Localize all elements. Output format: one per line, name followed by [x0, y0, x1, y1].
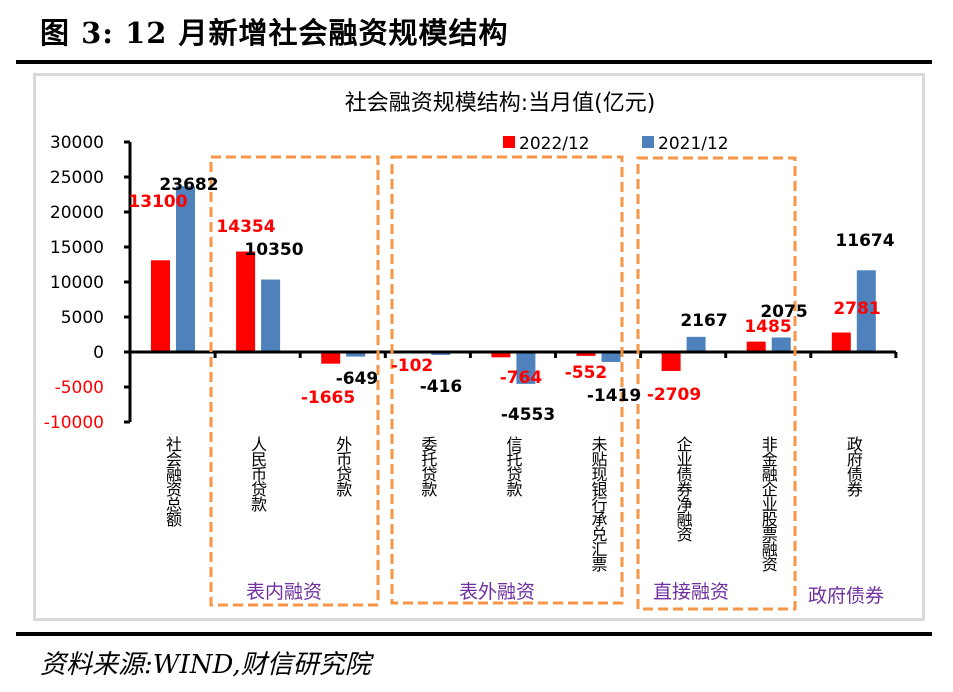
- data-label-2022: 2781: [833, 299, 880, 319]
- category-label: 政府债券: [844, 436, 863, 498]
- category-label: 企业债券净融资: [674, 436, 693, 542]
- group-label: 表内融资: [246, 581, 322, 603]
- bar-2022: [661, 352, 681, 371]
- group-labels: 表内融资 表外融资 直接融资 政府债券: [246, 581, 884, 607]
- category-label: 外币贷款: [333, 436, 352, 498]
- data-label-2021: -1419: [587, 386, 641, 406]
- category-label: 委托贷款: [418, 436, 437, 498]
- data-label-2022: -764: [500, 368, 543, 388]
- legend-label-2021: 2021/12: [658, 134, 729, 154]
- y-tick-label: 15000: [50, 238, 104, 258]
- bar-2022: [831, 332, 851, 352]
- bar-2021: [686, 336, 706, 352]
- category-label: 社会融资总额: [163, 436, 182, 527]
- category-label: 信托贷款: [503, 436, 522, 498]
- bar-2021: [771, 337, 791, 352]
- category-label: 未贴现银行承兑汇票: [589, 436, 608, 572]
- bar-2022: [491, 352, 511, 358]
- category-label: 人民币贷款: [248, 436, 267, 513]
- bars: [151, 186, 876, 384]
- bar-2022: [576, 352, 596, 356]
- data-label-2021: -649: [336, 369, 379, 389]
- y-axis: 30000 25000 20000 15000 10000 5000 0 -5000 -1000…: [44, 133, 132, 433]
- bar-2021: [346, 352, 366, 357]
- data-label-2021: 23682: [159, 175, 218, 195]
- data-label-2022: 1485: [744, 317, 791, 337]
- y-tick-label: 5000: [61, 308, 104, 328]
- legend-swatch-2022: [503, 136, 515, 148]
- top-rule: [16, 60, 932, 64]
- data-label-2022: 13100: [128, 192, 187, 212]
- y-tick-label: 30000: [50, 133, 104, 153]
- bar-2021: [516, 352, 536, 384]
- bottom-rule: [16, 632, 932, 636]
- bar-2022: [746, 341, 766, 352]
- bar-2021: [856, 270, 876, 352]
- bar-2021: [601, 352, 621, 362]
- x-axis: [130, 350, 898, 358]
- y-tick-label: 0: [93, 343, 104, 363]
- category-label: 非金融企业股票融资: [759, 436, 778, 572]
- y-tick-label: -10000: [44, 413, 104, 433]
- data-label-2022: -102: [391, 356, 434, 376]
- group-label: 直接融资: [653, 581, 729, 603]
- data-label-2021: -4553: [501, 405, 555, 425]
- y-tick-label: 25000: [50, 168, 104, 188]
- group-label: 表外融资: [459, 581, 535, 603]
- bar-2022: [151, 260, 170, 352]
- data-label-2021: -416: [420, 377, 463, 397]
- data-label-2022: -552: [565, 363, 608, 383]
- bar-2022: [321, 352, 341, 364]
- chart-title: 社会融资规模结构:当月值(亿元): [345, 91, 656, 116]
- bar-2022: [236, 251, 256, 352]
- legend: 2022/12 2021/12: [503, 134, 729, 154]
- data-label-2022: 14354: [216, 217, 275, 237]
- data-label-2021: 10350: [244, 240, 303, 260]
- data-label-2021: 2167: [680, 311, 727, 331]
- figure-title: 图 3: 12 月新增社会融资规模结构: [40, 16, 509, 50]
- legend-swatch-2021: [642, 136, 654, 148]
- group-box: [390, 155, 624, 605]
- bar-2021: [176, 186, 195, 352]
- y-tick-label: 20000: [50, 203, 104, 223]
- group-box: [636, 156, 797, 611]
- group-label: 政府债券: [808, 585, 884, 607]
- data-label-2021: 2075: [760, 302, 807, 322]
- group-box: [209, 155, 380, 607]
- data-label-2022: -1665: [301, 388, 355, 408]
- bar-2021: [261, 279, 281, 352]
- data-labels: 13100 14354 -1665 -102 -764 -552 -2709 1485 2781…: [128, 175, 894, 425]
- data-label-2021: 11674: [835, 231, 894, 251]
- y-tick-label: 10000: [50, 273, 104, 293]
- category-labels: 社会融资总额 人民币贷款 外币贷款 委托贷款 信托贷款 未贴现银行承兑汇票 企业债券净融资 非…: [163, 436, 863, 572]
- legend-label-2022: 2022/12: [519, 134, 590, 154]
- y-tick-label: -5000: [55, 378, 104, 398]
- source-note: 资料来源:WIND,财信研究院: [40, 650, 371, 680]
- group-boxes: [209, 155, 797, 611]
- data-label-2022: -2709: [647, 385, 701, 405]
